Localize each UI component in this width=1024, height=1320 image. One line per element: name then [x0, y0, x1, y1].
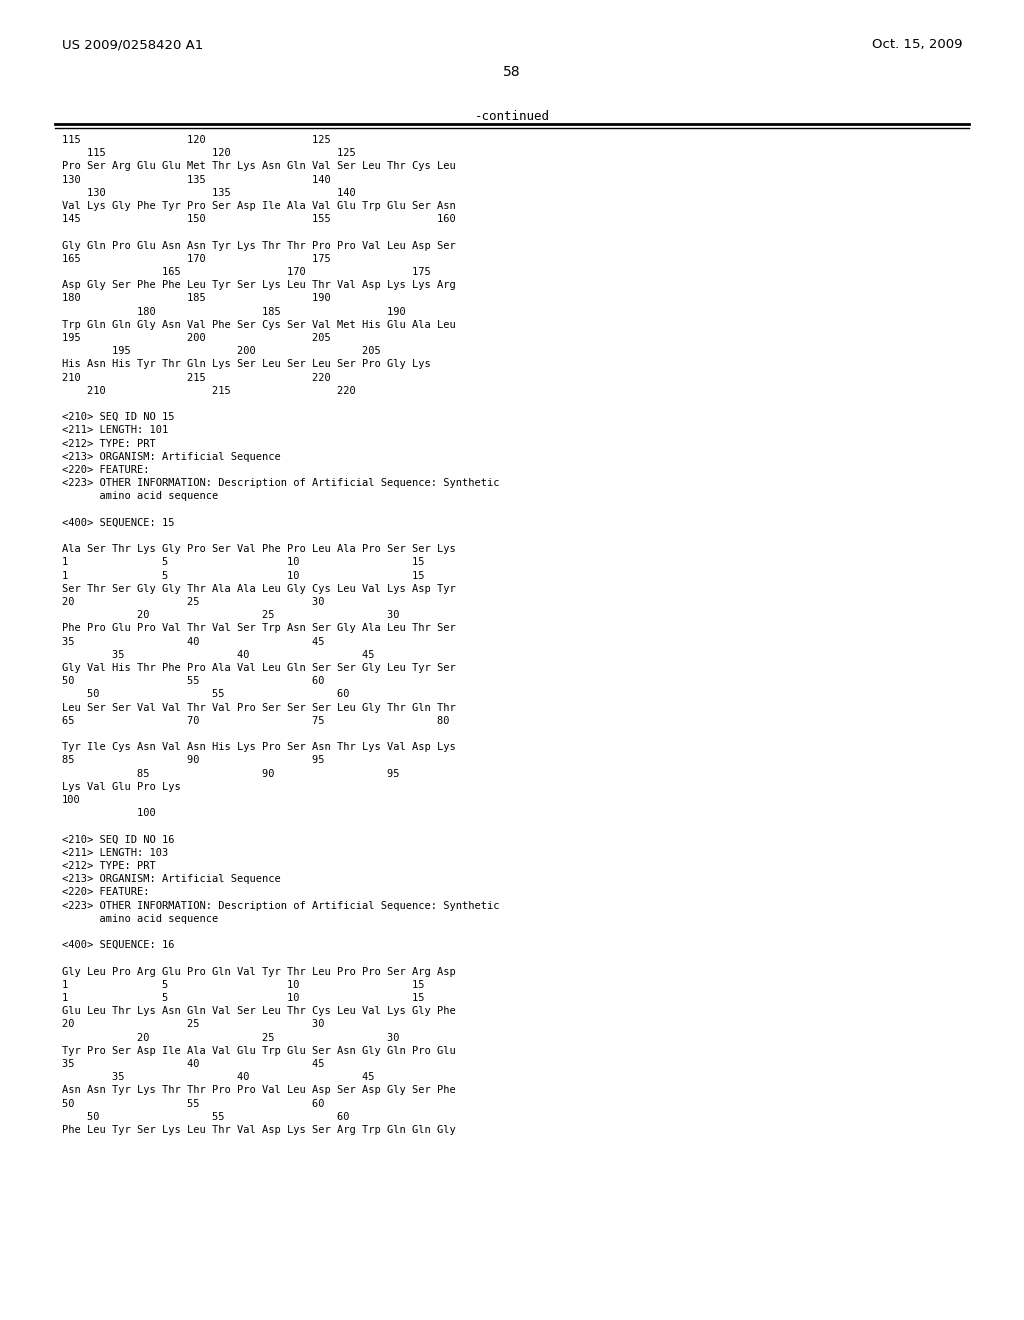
- Text: 210                 215                 220: 210 215 220: [62, 372, 331, 383]
- Text: His Asn His Tyr Thr Gln Lys Ser Leu Ser Leu Ser Pro Gly Lys: His Asn His Tyr Thr Gln Lys Ser Leu Ser …: [62, 359, 431, 370]
- Text: 130                 135                 140: 130 135 140: [62, 174, 331, 185]
- Text: Asn Asn Tyr Lys Thr Thr Pro Pro Val Leu Asp Ser Asp Gly Ser Phe: Asn Asn Tyr Lys Thr Thr Pro Pro Val Leu …: [62, 1085, 456, 1096]
- Text: <213> ORGANISM: Artificial Sequence: <213> ORGANISM: Artificial Sequence: [62, 451, 281, 462]
- Text: <212> TYPE: PRT: <212> TYPE: PRT: [62, 861, 156, 871]
- Text: Phe Pro Glu Pro Val Thr Val Ser Trp Asn Ser Gly Ala Leu Thr Ser: Phe Pro Glu Pro Val Thr Val Ser Trp Asn …: [62, 623, 456, 634]
- Text: 50                  55                  60: 50 55 60: [62, 1098, 325, 1109]
- Text: 35                  40                  45: 35 40 45: [62, 1072, 375, 1082]
- Text: Tyr Ile Cys Asn Val Asn His Lys Pro Ser Asn Thr Lys Val Asp Lys: Tyr Ile Cys Asn Val Asn His Lys Pro Ser …: [62, 742, 456, 752]
- Text: <400> SEQUENCE: 16: <400> SEQUENCE: 16: [62, 940, 174, 950]
- Text: <212> TYPE: PRT: <212> TYPE: PRT: [62, 438, 156, 449]
- Text: Val Lys Gly Phe Tyr Pro Ser Asp Ile Ala Val Glu Trp Glu Ser Asn: Val Lys Gly Phe Tyr Pro Ser Asp Ile Ala …: [62, 201, 456, 211]
- Text: 165                 170                 175: 165 170 175: [62, 267, 431, 277]
- Text: <223> OTHER INFORMATION: Description of Artificial Sequence: Synthetic: <223> OTHER INFORMATION: Description of …: [62, 900, 500, 911]
- Text: 195                 200                 205: 195 200 205: [62, 346, 381, 356]
- Text: amino acid sequence: amino acid sequence: [62, 913, 218, 924]
- Text: Phe Leu Tyr Ser Lys Leu Thr Val Asp Lys Ser Arg Trp Gln Gln Gly: Phe Leu Tyr Ser Lys Leu Thr Val Asp Lys …: [62, 1125, 456, 1135]
- Text: 1               5                   10                  15: 1 5 10 15: [62, 979, 425, 990]
- Text: <400> SEQUENCE: 15: <400> SEQUENCE: 15: [62, 517, 174, 528]
- Text: 165                 170                 175: 165 170 175: [62, 253, 331, 264]
- Text: 65                  70                  75                  80: 65 70 75 80: [62, 715, 450, 726]
- Text: Pro Ser Arg Glu Glu Met Thr Lys Asn Gln Val Ser Leu Thr Cys Leu: Pro Ser Arg Glu Glu Met Thr Lys Asn Gln …: [62, 161, 456, 172]
- Text: Gly Val His Thr Phe Pro Ala Val Leu Gln Ser Ser Gly Leu Tyr Ser: Gly Val His Thr Phe Pro Ala Val Leu Gln …: [62, 663, 456, 673]
- Text: 100: 100: [62, 808, 156, 818]
- Text: <213> ORGANISM: Artificial Sequence: <213> ORGANISM: Artificial Sequence: [62, 874, 281, 884]
- Text: 20                  25                  30: 20 25 30: [62, 1032, 399, 1043]
- Text: 1               5                   10                  15: 1 5 10 15: [62, 557, 425, 568]
- Text: <223> OTHER INFORMATION: Description of Artificial Sequence: Synthetic: <223> OTHER INFORMATION: Description of …: [62, 478, 500, 488]
- Text: 85                  90                  95: 85 90 95: [62, 768, 399, 779]
- Text: 35                  40                  45: 35 40 45: [62, 649, 375, 660]
- Text: Glu Leu Thr Lys Asn Gln Val Ser Leu Thr Cys Leu Val Lys Gly Phe: Glu Leu Thr Lys Asn Gln Val Ser Leu Thr …: [62, 1006, 456, 1016]
- Text: 1               5                   10                  15: 1 5 10 15: [62, 570, 425, 581]
- Text: Gly Leu Pro Arg Glu Pro Gln Val Tyr Thr Leu Pro Pro Ser Arg Asp: Gly Leu Pro Arg Glu Pro Gln Val Tyr Thr …: [62, 966, 456, 977]
- Text: Trp Gln Gln Gly Asn Val Phe Ser Cys Ser Val Met His Glu Ala Leu: Trp Gln Gln Gly Asn Val Phe Ser Cys Ser …: [62, 319, 456, 330]
- Text: 130                 135                 140: 130 135 140: [62, 187, 355, 198]
- Text: <220> FEATURE:: <220> FEATURE:: [62, 465, 150, 475]
- Text: 50                  55                  60: 50 55 60: [62, 676, 325, 686]
- Text: 50                  55                  60: 50 55 60: [62, 689, 349, 700]
- Text: Ala Ser Thr Lys Gly Pro Ser Val Phe Pro Leu Ala Pro Ser Ser Lys: Ala Ser Thr Lys Gly Pro Ser Val Phe Pro …: [62, 544, 456, 554]
- Text: Asp Gly Ser Phe Phe Leu Tyr Ser Lys Leu Thr Val Asp Lys Lys Arg: Asp Gly Ser Phe Phe Leu Tyr Ser Lys Leu …: [62, 280, 456, 290]
- Text: Ser Thr Ser Gly Gly Thr Ala Ala Leu Gly Cys Leu Val Lys Asp Tyr: Ser Thr Ser Gly Gly Thr Ala Ala Leu Gly …: [62, 583, 456, 594]
- Text: 50                  55                  60: 50 55 60: [62, 1111, 349, 1122]
- Text: 20                  25                  30: 20 25 30: [62, 597, 325, 607]
- Text: 35                  40                  45: 35 40 45: [62, 636, 325, 647]
- Text: 20                  25                  30: 20 25 30: [62, 610, 399, 620]
- Text: 180                 185                 190: 180 185 190: [62, 293, 331, 304]
- Text: <211> LENGTH: 101: <211> LENGTH: 101: [62, 425, 168, 436]
- Text: -continued: -continued: [474, 110, 550, 123]
- Text: amino acid sequence: amino acid sequence: [62, 491, 218, 502]
- Text: 195                 200                 205: 195 200 205: [62, 333, 331, 343]
- Text: 1               5                   10                  15: 1 5 10 15: [62, 993, 425, 1003]
- Text: 145                 150                 155                 160: 145 150 155 160: [62, 214, 456, 224]
- Text: 115                 120                 125: 115 120 125: [62, 148, 355, 158]
- Text: <220> FEATURE:: <220> FEATURE:: [62, 887, 150, 898]
- Text: 58: 58: [503, 65, 521, 79]
- Text: 85                  90                  95: 85 90 95: [62, 755, 325, 766]
- Text: <210> SEQ ID NO 15: <210> SEQ ID NO 15: [62, 412, 174, 422]
- Text: US 2009/0258420 A1: US 2009/0258420 A1: [62, 38, 203, 51]
- Text: Tyr Pro Ser Asp Ile Ala Val Glu Trp Glu Ser Asn Gly Gln Pro Glu: Tyr Pro Ser Asp Ile Ala Val Glu Trp Glu …: [62, 1045, 456, 1056]
- Text: <210> SEQ ID NO 16: <210> SEQ ID NO 16: [62, 834, 174, 845]
- Text: Gly Gln Pro Glu Asn Asn Tyr Lys Thr Thr Pro Pro Val Leu Asp Ser: Gly Gln Pro Glu Asn Asn Tyr Lys Thr Thr …: [62, 240, 456, 251]
- Text: 180                 185                 190: 180 185 190: [62, 306, 406, 317]
- Text: 210                 215                 220: 210 215 220: [62, 385, 355, 396]
- Text: Lys Val Glu Pro Lys: Lys Val Glu Pro Lys: [62, 781, 181, 792]
- Text: 35                  40                  45: 35 40 45: [62, 1059, 325, 1069]
- Text: 115                 120                 125: 115 120 125: [62, 135, 331, 145]
- Text: 20                  25                  30: 20 25 30: [62, 1019, 325, 1030]
- Text: <211> LENGTH: 103: <211> LENGTH: 103: [62, 847, 168, 858]
- Text: 100: 100: [62, 795, 81, 805]
- Text: Oct. 15, 2009: Oct. 15, 2009: [871, 38, 962, 51]
- Text: Leu Ser Ser Val Val Thr Val Pro Ser Ser Ser Leu Gly Thr Gln Thr: Leu Ser Ser Val Val Thr Val Pro Ser Ser …: [62, 702, 456, 713]
